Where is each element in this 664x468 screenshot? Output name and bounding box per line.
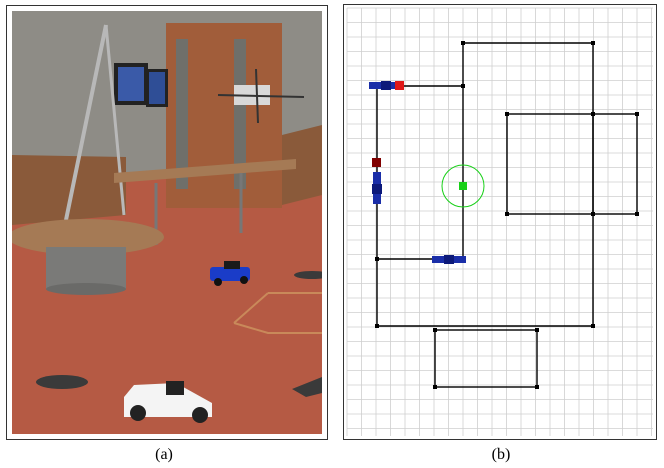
map-path-right-box: [506, 113, 638, 215]
map-panel-b: [346, 7, 653, 436]
map-path-bottom-box: [434, 329, 538, 388]
photo-rc-car-white: [124, 381, 212, 423]
map-vehicle-top: [369, 81, 404, 90]
photo-quadrotor: [217, 68, 305, 124]
map-vehicle-bottom: [432, 255, 466, 264]
map-target: [441, 164, 485, 208]
photo-rc-car-blue: [210, 261, 250, 286]
map-marker-dark-red: [372, 158, 381, 167]
photo-desk: [114, 159, 296, 183]
map-grid: [346, 7, 653, 436]
photo-floor-vent-1: [36, 375, 88, 389]
map-vehicle-left: [372, 172, 382, 204]
photo-floor-vent-3: [292, 377, 322, 397]
map-nodes: [375, 41, 639, 389]
photo-wood-wall: [12, 155, 126, 225]
photo-panel-a: [12, 11, 322, 434]
photo-door-left: [166, 23, 224, 208]
caption-b: (b): [491, 446, 511, 463]
photo-round-table: [12, 219, 164, 255]
map-panel-frame: [343, 4, 657, 440]
photo-floor-vent-2: [294, 271, 322, 279]
caption-a: (a): [155, 446, 173, 463]
photo-door-right: [224, 23, 282, 208]
